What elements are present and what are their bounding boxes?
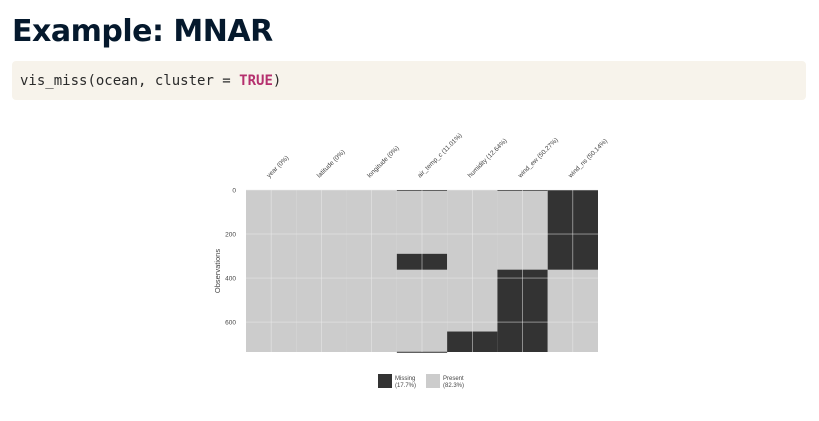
y-tick-label: 600 [225,320,236,327]
column-label: latitude (0%) [316,149,347,180]
column-label: air_temp_c (11.01%) [416,132,463,179]
y-axis-title: Observations [213,249,222,293]
legend-percent: (82.3%) [443,383,464,389]
code-args: ocean, cluster = [95,72,240,89]
code-open-paren: ( [87,72,96,89]
legend-name: Missing [395,376,415,382]
column-label: humidity (12.64%) [467,137,509,179]
legend-percent: (17.7%) [395,383,416,389]
column-label: year (0%) [266,155,291,180]
missing-block [396,351,448,353]
missingness-chart-svg: year (0%) latitude (0%) longitude (0%) air_… [213,132,609,389]
y-tick-label: 0 [232,188,236,195]
code-keyword: TRUE [239,72,273,89]
code-close-paren: ) [272,72,282,89]
legend-swatch [378,374,392,388]
code-block: vis_miss(ocean, cluster = TRUE) [12,61,806,100]
column-label: wind_ew (50.27%) [516,137,559,180]
y-tick-label: 400 [225,276,236,283]
legend-swatch [426,374,440,388]
missingness-plot: year (0%) latitude (0%) longitude (0%) air_… [200,118,630,408]
column-label: wind_ns (50.14%) [567,138,609,180]
legend-name: Present [443,376,464,382]
slide-title: Example: MNAR [12,14,273,49]
code-function: vis_miss [20,72,88,89]
y-tick-label: 200 [225,232,236,239]
column-label: longitude (0%) [366,145,401,180]
